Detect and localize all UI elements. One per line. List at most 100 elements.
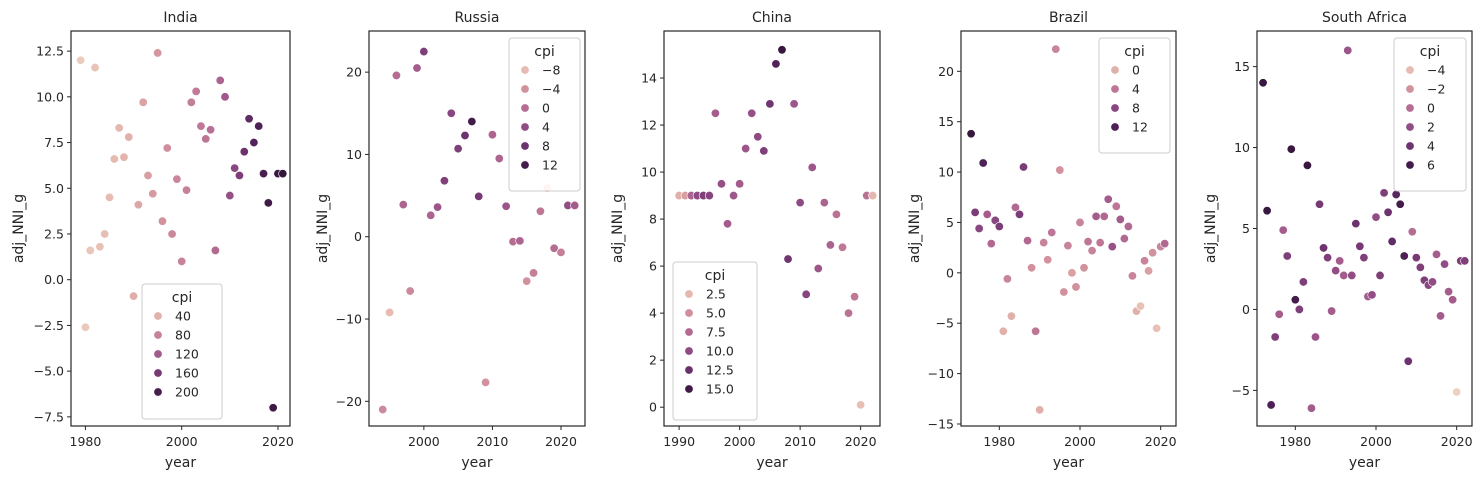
y-tick-label: −5.0	[34, 364, 64, 379]
data-point	[710, 108, 720, 118]
data-point	[254, 121, 264, 131]
y-tick-label: 0	[354, 229, 362, 244]
data-point	[1415, 262, 1425, 272]
data-point	[133, 200, 143, 210]
data-point	[405, 286, 415, 296]
legend-marker	[684, 327, 694, 337]
data-point	[487, 130, 497, 140]
legend-entry: −2	[1427, 82, 1445, 97]
data-point	[172, 174, 182, 184]
legend-title: cpi	[1124, 44, 1144, 60]
data-point	[970, 207, 980, 217]
data-point	[795, 198, 805, 208]
data-point	[1335, 256, 1345, 266]
panel-title: Russia	[454, 10, 499, 26]
data-point	[1306, 403, 1316, 413]
y-tick-label: 4	[649, 306, 657, 321]
legend: cpi 2.5 5.0 7.5 10.0 12.5 15.0	[672, 261, 758, 421]
data-point	[1136, 301, 1146, 311]
data-point	[1148, 248, 1158, 258]
legend-entry: 12.5	[706, 363, 734, 378]
data-point	[114, 123, 124, 133]
legend-entry: −4	[1427, 63, 1445, 78]
data-point	[850, 292, 860, 302]
data-point	[230, 163, 240, 173]
x-tick-label: 2020	[545, 434, 577, 449]
data-point	[398, 200, 408, 210]
legend-entry: 6	[1427, 158, 1435, 173]
y-tick-label: 12.5	[36, 44, 64, 59]
y-tick-label: 12	[641, 118, 657, 133]
legend-entry: 160	[175, 366, 199, 381]
data-point	[1403, 356, 1413, 366]
panel-3: Brazil 1980 2000 2020 −15 −10 −5 0 5 10 15 20 year ad…	[907, 10, 1177, 471]
data-point	[1152, 323, 1162, 333]
y-tick-label: −5	[1232, 383, 1250, 398]
data-point	[177, 256, 187, 266]
y-tick-label: −20	[336, 394, 362, 409]
x-tick-label: 2020	[1441, 434, 1473, 449]
data-point	[1391, 190, 1401, 200]
data-point	[1282, 251, 1292, 261]
data-point	[1119, 234, 1129, 244]
legend-entry: −4	[542, 82, 560, 97]
data-point	[95, 242, 105, 252]
data-point	[1395, 199, 1405, 209]
data-point	[759, 146, 769, 156]
legend: cpi 40 80 120 160 200	[141, 283, 223, 420]
y-tick-label: 14	[641, 71, 657, 86]
data-point	[522, 276, 532, 286]
data-point	[998, 326, 1008, 336]
y-tick-label: 15	[938, 114, 954, 129]
data-point	[1099, 211, 1109, 221]
legend: cpi 0 4 8 12	[1098, 37, 1171, 154]
data-point	[162, 143, 172, 153]
data-point	[1347, 270, 1357, 280]
data-point	[966, 129, 976, 139]
data-point	[153, 48, 163, 58]
data-point	[148, 189, 158, 199]
data-point	[210, 245, 220, 255]
data-point	[268, 403, 278, 413]
data-point	[1432, 249, 1442, 259]
data-point	[80, 322, 90, 332]
y-tick-label: 10.0	[36, 89, 64, 104]
data-point	[1095, 238, 1105, 248]
legend-box	[672, 261, 758, 421]
data-point	[1107, 242, 1117, 252]
data-point	[138, 97, 148, 107]
y-tick-label: 0	[649, 400, 657, 415]
y-tick-label: 5.0	[44, 181, 64, 196]
data-point	[735, 179, 745, 189]
x-tick-label: 2020	[262, 434, 294, 449]
panel-title: South Africa	[1322, 10, 1407, 26]
x-tick-label: 1980	[1279, 434, 1311, 449]
data-point	[453, 144, 463, 154]
data-point	[1298, 277, 1308, 287]
data-point	[1035, 405, 1045, 415]
x-axis-label: year	[1053, 455, 1084, 471]
y-tick-label: 5	[1242, 221, 1250, 236]
y-tick-label: 6	[649, 259, 657, 274]
y-tick-label: 20	[938, 64, 954, 79]
data-point	[1375, 270, 1385, 280]
data-point	[1067, 268, 1077, 278]
y-tick-label: 0	[946, 265, 954, 280]
legend-marker	[520, 65, 530, 75]
data-point	[1444, 287, 1454, 297]
y-tick-label: 10	[938, 165, 954, 180]
legend-marker	[520, 122, 530, 132]
data-point	[105, 192, 115, 202]
data-point	[1031, 326, 1041, 336]
data-point	[460, 131, 470, 141]
data-point	[753, 132, 763, 142]
data-point	[1355, 241, 1365, 251]
y-tick-label: 2	[649, 353, 657, 368]
data-point	[1270, 332, 1280, 342]
data-point	[771, 59, 781, 69]
panel-0: India 1980 2000 2020 −7.5 −5.0 −2.5 0.0 2.5 5.0 7.…	[11, 10, 294, 471]
data-point	[119, 152, 129, 162]
data-point	[157, 216, 167, 226]
y-tick-label: 20	[346, 65, 362, 80]
data-point	[1039, 238, 1049, 248]
